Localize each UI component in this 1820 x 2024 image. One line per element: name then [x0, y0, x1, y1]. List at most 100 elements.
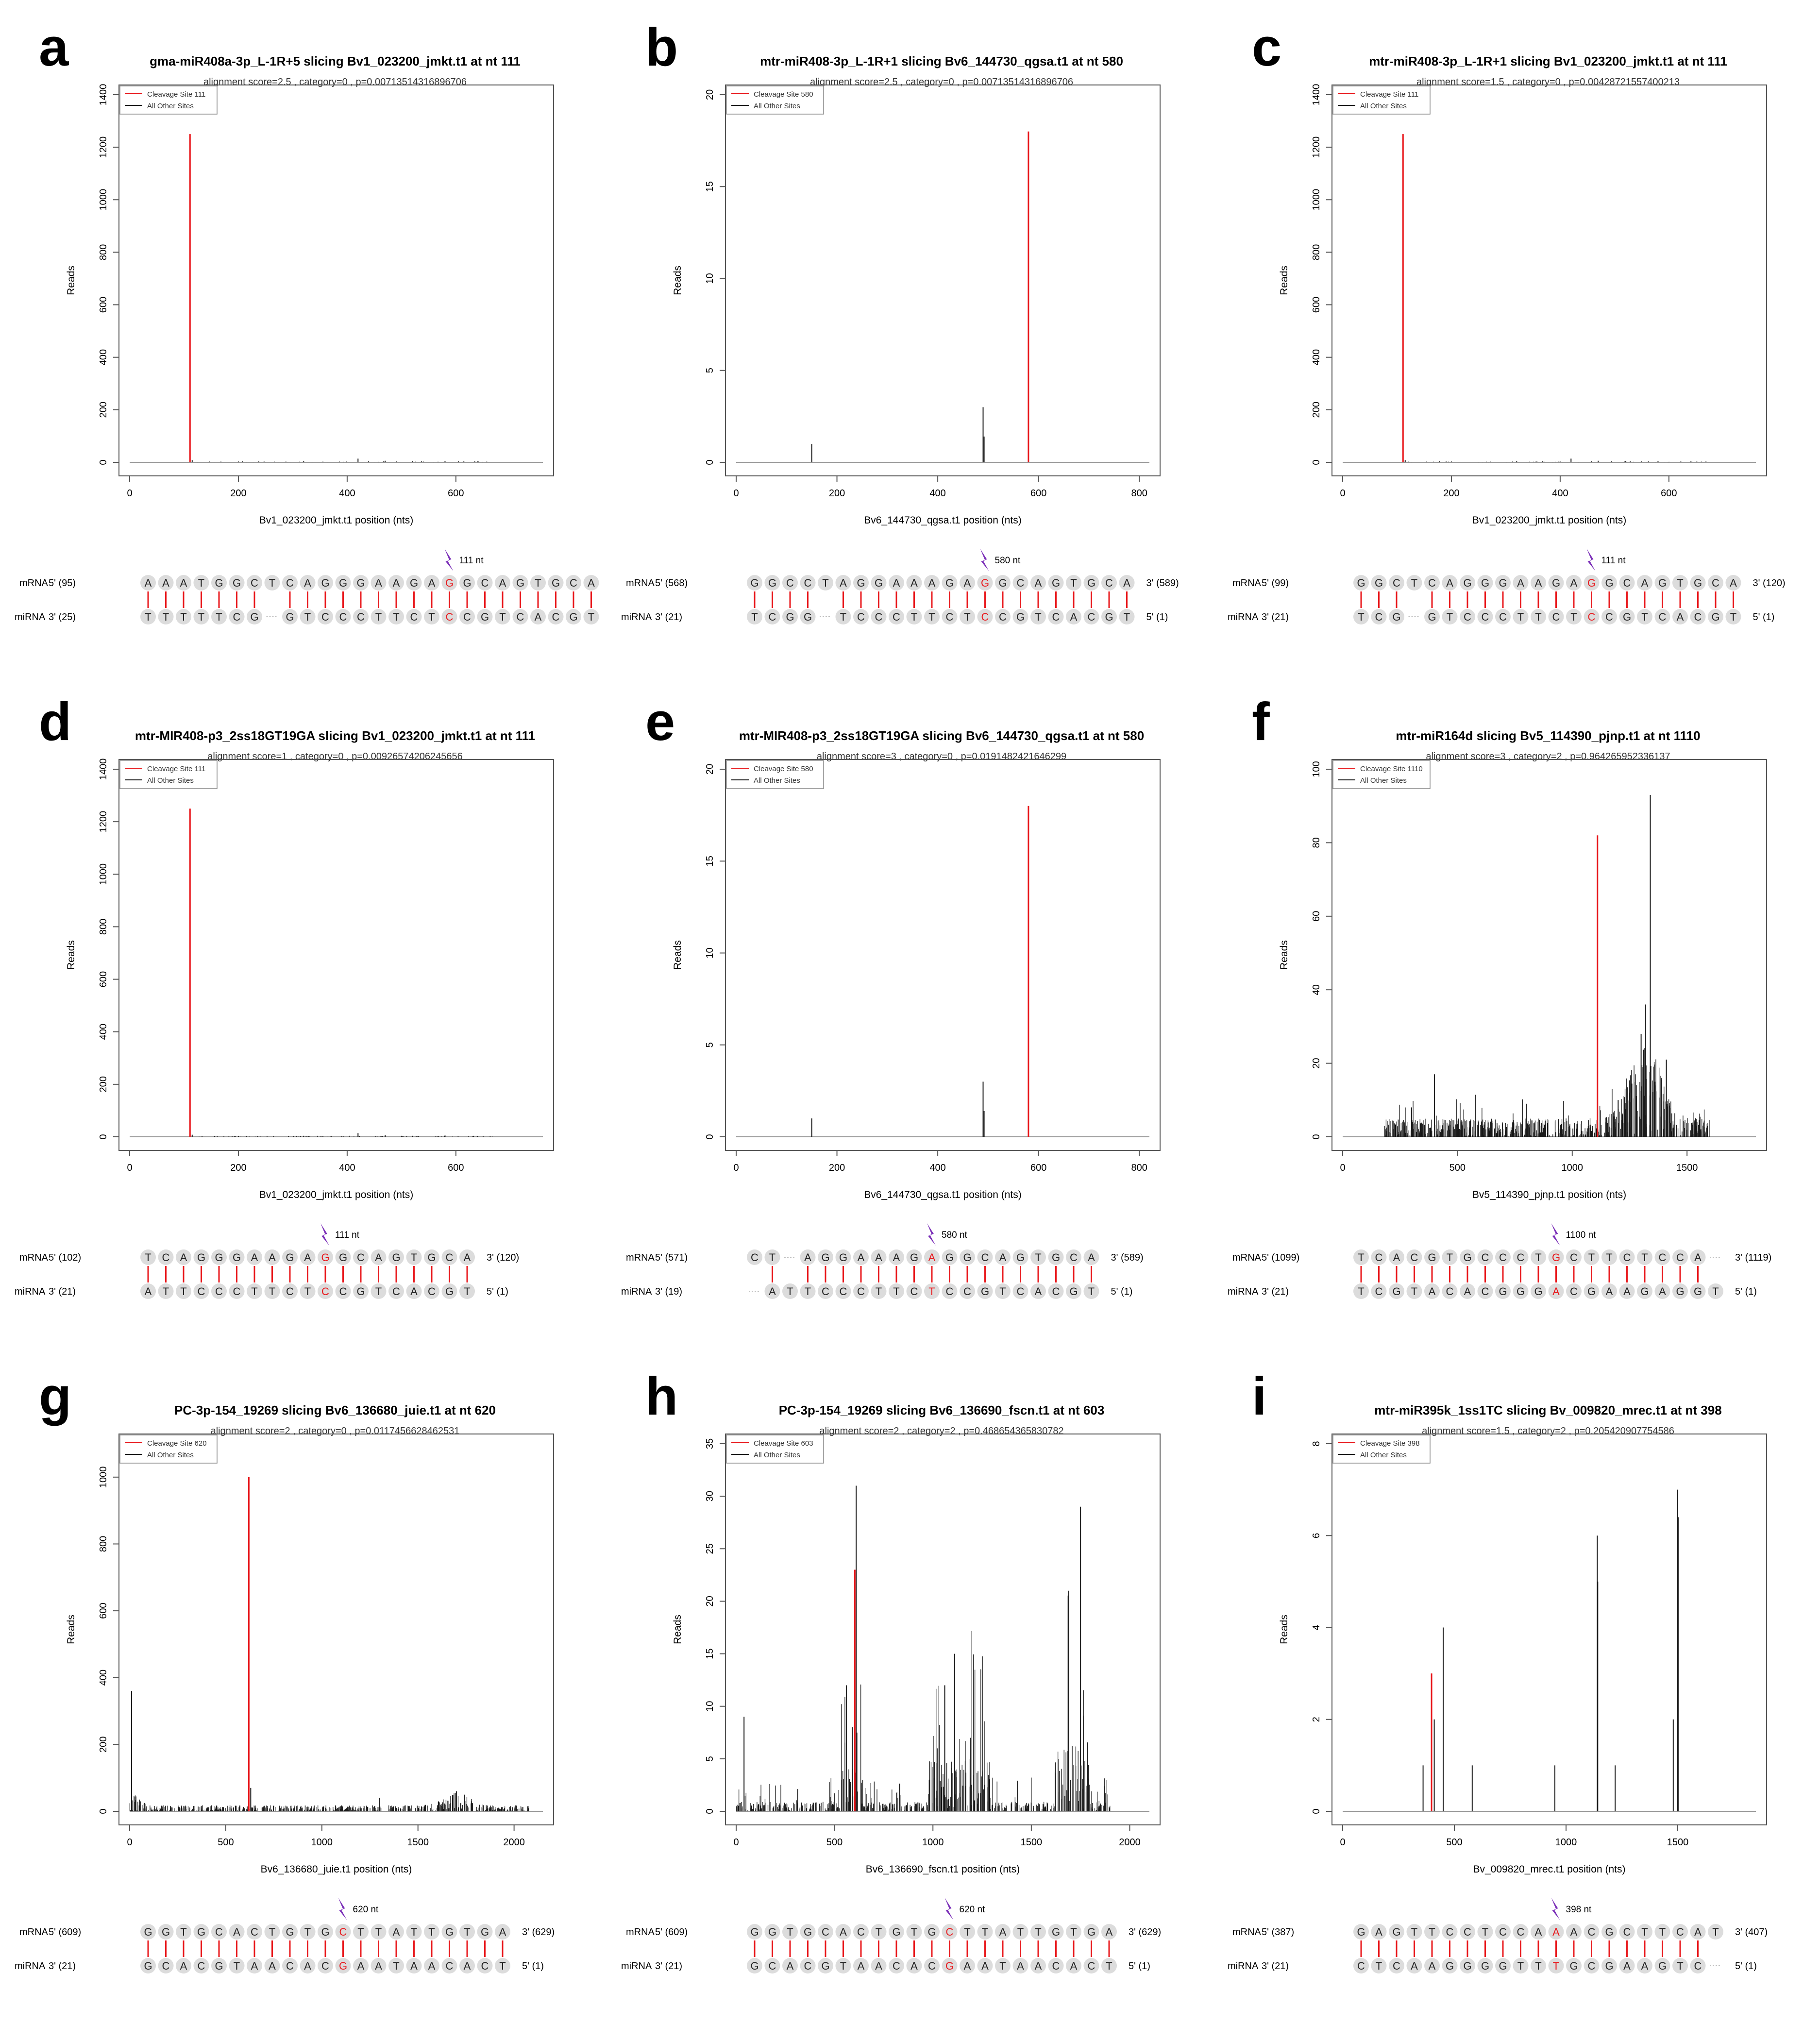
mirna-nt: A — [1641, 1960, 1649, 1972]
mrna-nt-bg — [782, 1924, 798, 1940]
mirna-nt: C — [1052, 1285, 1060, 1298]
mirna-nt: T — [964, 611, 970, 623]
panel-letter: b — [645, 17, 678, 77]
x-tick-label: 0 — [127, 488, 132, 499]
mrna-nt: C — [481, 577, 489, 589]
mirna-nt: A — [251, 1960, 258, 1972]
y-tick-label: 10 — [705, 947, 715, 958]
mrna-nt-bg — [300, 1249, 316, 1265]
mrna-nt: A — [464, 1251, 471, 1264]
panel-b: b mtr-miR408-3p_L-1R+1 slicing Bv6_144730… — [607, 0, 1213, 675]
mrna-nt-bg — [335, 1924, 351, 1940]
legend-box — [726, 760, 824, 789]
chart-subtitle: alignment score=2 , category=2 , p=0.468… — [819, 1426, 1063, 1436]
y-axis-label: Reads — [1279, 266, 1290, 295]
mrna-nt-bg — [1442, 575, 1458, 590]
legend: Cleavage Site 620 All Other Sites — [119, 1434, 218, 1464]
mrna-nt-bg — [1066, 1924, 1081, 1940]
mrna-nt: G — [1087, 1926, 1095, 1938]
mirna-nt-bg — [406, 1958, 422, 1973]
mirna-nt-bg — [1672, 1283, 1688, 1299]
chart-title: gma-miR408a-3p_L-1R+5 slicing Bv1_023200… — [150, 54, 521, 68]
mirna-nt: T — [787, 1285, 793, 1298]
cleavage-arrow-icon — [444, 549, 454, 571]
mirna-nt: C — [981, 611, 989, 623]
mirna-nt-bg — [335, 1958, 351, 1973]
mrna-nt-bg — [1353, 575, 1369, 590]
chart-subtitle: alignment score=1.5 , category=2 , p=0.2… — [1422, 1426, 1674, 1436]
mirna-nt: C — [1694, 611, 1702, 623]
x-tick-label: 500 — [1446, 1837, 1462, 1848]
mirna-nt-bg — [977, 1283, 993, 1299]
x-tick-label: 1000 — [1562, 1163, 1584, 1173]
mirna-nt: A — [357, 1960, 365, 1972]
mrna-nt: T — [145, 1251, 151, 1264]
mrna-nt-bg — [942, 1924, 958, 1940]
mirna-nt-bg — [782, 609, 798, 624]
mirna-nt-bg — [1371, 609, 1387, 624]
panel-letter: i — [1252, 1366, 1267, 1426]
mirna-nt-bg — [459, 609, 475, 624]
x-tick-label: 1000 — [311, 1837, 333, 1848]
mrna-nt: G — [427, 1251, 436, 1264]
mrna-nt: A — [499, 577, 506, 589]
mirna-nt: C — [1357, 1960, 1365, 1972]
plot-frame — [118, 1434, 554, 1825]
mrna-nt-bg — [1672, 1924, 1688, 1940]
mirna-nt-bg — [1012, 1958, 1028, 1973]
mrna-nt-bg — [853, 1249, 869, 1265]
mirna-nt: T — [1677, 1960, 1683, 1972]
mrna-3prime: 3' (120) — [487, 1252, 519, 1263]
chart-i: i mtr-miR395k_1ss1TC slicing Bv_009820_mr… — [1228, 1366, 1768, 1973]
mirna-nt-bg — [158, 1958, 174, 1973]
mirna-nt: G — [1463, 1960, 1471, 1972]
mrna-nt-bg — [995, 1924, 1011, 1940]
plot-frame — [118, 759, 554, 1151]
mirna-nt: A — [1035, 1960, 1042, 1972]
mrna-nt-bg — [158, 1249, 174, 1265]
mrna-nt-bg — [1371, 575, 1387, 590]
x-axis-label: Bv1_023200_jmkt.t1 position (nts) — [259, 515, 414, 526]
mirna-nt: T — [1106, 1960, 1112, 1972]
mrna-nt-bg — [1619, 1924, 1635, 1940]
mirna-nt: G — [821, 1960, 829, 1972]
mrna-nt: A — [910, 577, 918, 589]
mrna-nt-bg — [1513, 1249, 1529, 1265]
legend-other-label: All Other Sites — [754, 776, 800, 785]
plot-frame — [1331, 759, 1767, 1151]
mirna-nt: T — [1535, 1960, 1541, 1972]
mrna-nt-bg — [764, 575, 780, 590]
mirna-nt-bg — [853, 1283, 869, 1299]
mrna-nt-bg — [1531, 575, 1546, 590]
mrna-nt: G — [286, 1251, 294, 1264]
mirna-nt-bg — [1513, 1283, 1529, 1299]
mrna-nt: T — [375, 1926, 382, 1938]
mrna-nt-bg — [441, 575, 457, 590]
x-axis-label: Bv5_114390_pjnp.t1 position (nts) — [1472, 1189, 1626, 1200]
mirna-nt: G — [981, 1285, 989, 1298]
mirna-nt: C — [198, 1285, 205, 1298]
mrna-nt-bg — [247, 1924, 262, 1940]
mrna-3prime: 3' (629) — [522, 1927, 555, 1938]
mirna-nt: C — [517, 611, 524, 623]
y-tick-label: 1200 — [1311, 136, 1322, 158]
mrna-nt: C — [1446, 1926, 1454, 1938]
mirna-nt-bg — [512, 609, 528, 624]
mirna-nt-bg — [889, 1958, 904, 1973]
background-reads — [736, 1595, 1111, 1811]
mirna-nt-bg — [889, 1283, 904, 1299]
mirna-nt-bg — [193, 609, 209, 624]
y-tick-label: 40 — [1311, 984, 1322, 995]
y-tick-label: 1000 — [98, 1467, 109, 1488]
x-axis-label: Bv_009820_mrec.t1 position (nts) — [1473, 1864, 1625, 1875]
chart-title: mtr-miR408-3p_L-1R+1 slicing Bv6_144730_… — [760, 54, 1123, 68]
mirna-nt-bg — [1477, 609, 1493, 624]
chart-subtitle: alignment score=2.5 , category=0 , p=0.0… — [203, 77, 467, 87]
mrna-nt-bg — [1442, 1924, 1458, 1940]
mirna-nt: G — [481, 611, 489, 623]
x-tick-label: 400 — [929, 1163, 945, 1173]
mrna-nt: C — [339, 1926, 347, 1938]
mirna-label: miRNA — [1228, 1286, 1259, 1297]
mrna-nt: T — [787, 1926, 793, 1938]
mirna-nt-bg — [1601, 1958, 1617, 1973]
